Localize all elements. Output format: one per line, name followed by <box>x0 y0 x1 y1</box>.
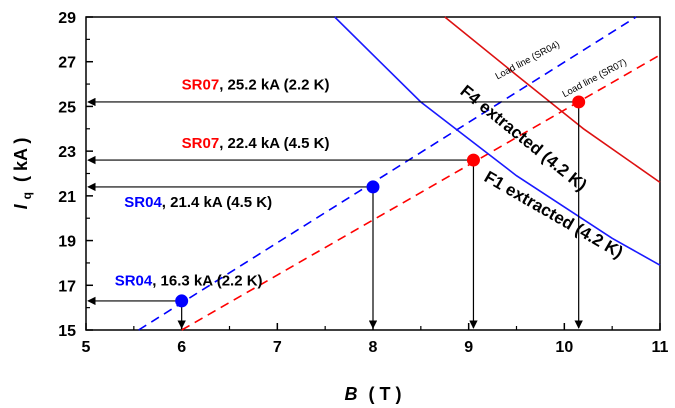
annotation-sr07-22-4: SR07, 22.4 kA (4.5 K) <box>182 135 330 152</box>
y-tick-label: 29 <box>58 10 76 27</box>
series-line-1 <box>181 54 661 331</box>
x-tick-label: 8 <box>369 339 378 356</box>
annotation-sr04-16-3: SR04, 16.3 kA (2.2 K) <box>115 272 263 289</box>
x-axis-title: B ( T ) <box>344 384 401 404</box>
data-point-1 <box>466 153 480 167</box>
y-axis-symbol: I <box>11 203 31 209</box>
f1-curve-label: F1 extracted (4.2 K) <box>481 167 626 262</box>
load-line-sr04-label: Load line (SR04) <box>494 39 562 82</box>
y-tick-label: 21 <box>58 189 76 206</box>
data-point-3 <box>175 294 189 308</box>
x-tick-label: 9 <box>464 339 473 356</box>
y-tick-label: 25 <box>58 99 76 116</box>
x-axis-symbol: B <box>344 384 357 404</box>
annotation-magnet-name: SR04 <box>124 194 162 211</box>
y-tick-label: 17 <box>58 278 76 295</box>
axis-ticks: 5 6 7 8 9 10 11 15 17 19 21 23 25 27 29 <box>58 10 668 356</box>
annotation-magnet-name: SR07 <box>182 77 220 94</box>
annotation-magnet-name: SR07 <box>182 135 220 152</box>
y-tick-label: 19 <box>58 234 76 251</box>
x-tick-label: 7 <box>273 339 282 356</box>
annotation-sr04-21-4: SR04, 21.4 kA (4.5 K) <box>124 194 272 211</box>
annotation-magnet-name: SR04 <box>115 272 153 289</box>
x-tick-label: 11 <box>652 339 669 356</box>
annotation-sr07-25-2: SR07, 25.2 kA (2.2 K) <box>182 77 330 94</box>
y-tick-label: 23 <box>58 144 76 161</box>
x-tick-label: 10 <box>555 339 573 356</box>
y-axis-unit: ( kA ) <box>11 138 31 182</box>
annotation-value: , 25.2 kA (2.2 K) <box>219 77 329 94</box>
data-point-2 <box>366 180 380 194</box>
x-tick-label: 5 <box>82 339 91 356</box>
points-layer <box>175 95 586 308</box>
data-point-0 <box>572 95 586 109</box>
y-tick-label: 15 <box>58 323 76 340</box>
arrows-layer <box>87 97 583 329</box>
x-tick-label: 6 <box>177 339 186 356</box>
annotation-value: , 21.4 kA (4.5 K) <box>162 194 272 211</box>
x-axis-unit: ( T ) <box>369 384 402 404</box>
f4-curve-label: F4 extracted (4.2 K) <box>457 81 591 194</box>
y-tick-label: 27 <box>58 55 76 72</box>
series-line-3 <box>334 16 661 266</box>
annotation-value: , 16.3 kA (2.2 K) <box>152 272 262 289</box>
series-line-0 <box>138 16 637 331</box>
annotation-value: , 22.4 kA (4.5 K) <box>219 135 329 152</box>
y-axis-subscript: q <box>20 192 34 199</box>
y-axis-title: I q ( kA ) <box>11 138 35 210</box>
